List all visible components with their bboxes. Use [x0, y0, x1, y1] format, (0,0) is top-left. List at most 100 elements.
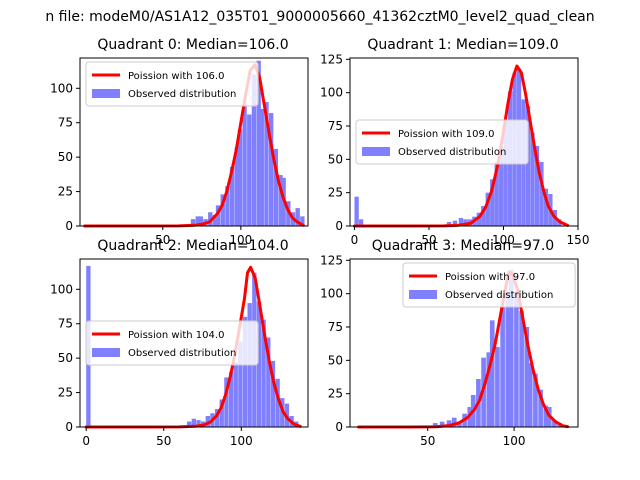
quadrant-2-observed-bar	[233, 362, 238, 427]
quadrant-1-legend-poisson-label: Poission with 109.0	[398, 129, 494, 140]
quadrant-1-x-tick-label: 50	[421, 233, 436, 247]
quadrant-0-y-tick-label: 100	[50, 81, 73, 95]
quadrant-3-observed-bar	[432, 423, 438, 427]
quadrant-2-observed-bar	[205, 415, 210, 427]
quadrant-2-observed-bar	[238, 341, 243, 427]
quadrant-2-y-tick-label: 25	[58, 386, 73, 400]
quadrant-0-panel: Quadrant 0: Median=106.0 50 100 0 25 50 75 100…	[50, 37, 309, 247]
quadrant-3-observed-bar	[500, 307, 505, 427]
quadrant-1-panel: Quadrant 1: Median=109.0 0 50 100 150 0 25 50 7…	[320, 37, 589, 247]
quadrant-0-y-tick-label: 0	[65, 219, 73, 233]
quadrant-1-observed-bar	[499, 146, 504, 226]
quadrant-3-y-tick-label: 75	[328, 320, 343, 334]
quadrant-0-x-tick-label: 100	[229, 233, 252, 247]
quadrant-2-observed-bar	[242, 316, 248, 427]
quadrant-2-observed-bar	[191, 418, 197, 427]
quadrant-2-legend-box	[85, 320, 259, 366]
quadrant-0-x-tick-label: 50	[155, 233, 170, 247]
quadrant-0-observed-bar	[212, 214, 218, 226]
quadrant-1-observed-bar	[458, 218, 464, 226]
quadrant-2-y-tick-label: 50	[58, 351, 73, 365]
quadrant-0-observed-bar	[220, 194, 225, 226]
quadrant-2-observed-bar	[196, 420, 201, 427]
quadrant-0-legend-observed-label: Observed distribution	[128, 89, 236, 100]
quadrant-2-x-tick-label: 50	[156, 434, 171, 448]
quadrant-0-observed-bar	[300, 216, 305, 226]
quadrant-3-title: Quadrant 3: Median=97.0	[372, 238, 554, 254]
quadrant-0-observed-bar	[259, 108, 264, 226]
quadrant-1-observed-bar	[354, 196, 359, 226]
quadrant-2-legend-observed-label: Observed distribution	[128, 348, 236, 359]
quadrant-0-observed-bar	[256, 60, 261, 226]
quadrant-2-observed-bar	[228, 371, 234, 427]
quadrant-3-y-tick-label: 100	[320, 287, 343, 301]
quadrant-0-observed-bar	[242, 104, 247, 226]
quadrant-1-observed-bar	[452, 220, 458, 226]
quadrant-2-axes-frame	[79, 258, 309, 428]
quadrant-3-observed-bar	[446, 420, 452, 427]
quadrant-0-legend-poisson-label: Poission with 106.0	[128, 71, 224, 82]
quadrant-0-y-tick-label: 50	[58, 150, 73, 164]
quadrant-2-observed-bar	[270, 360, 276, 427]
quadrant-1-y-tick-label: 100	[320, 86, 343, 100]
quadrant-0-observed-bar	[251, 74, 257, 227]
quadrant-3-x-tick-label: 50	[420, 434, 435, 448]
quadrant-1-title: Quadrant 1: Median=109.0	[367, 37, 558, 53]
quadrant-0-observed-bar	[295, 208, 300, 226]
quadrant-3-legend-poisson-label: Poission with 97.0	[445, 272, 535, 283]
quadrant-2-x-tick-label: 100	[230, 434, 253, 448]
quadrant-1-observed-bar	[481, 206, 486, 226]
quadrant-2-y-tick-label: 100	[50, 282, 73, 296]
quadrant-1-y-tick-label: 75	[328, 119, 343, 133]
quadrant-0-observed-bar	[190, 219, 196, 226]
quadrant-2-observed-bar	[219, 399, 224, 427]
quadrant-3-observed-bar	[524, 327, 530, 427]
quadrant-2-title: Quadrant 2: Median=104.0	[97, 238, 288, 254]
quadrant-1-legend-box	[355, 119, 529, 165]
quadrant-3-observed-bar	[538, 389, 543, 427]
quadrant-1-observed-bar	[525, 106, 531, 226]
quadrant-2-observed-bar	[256, 301, 262, 427]
quadrant-3-observed-bars	[432, 269, 562, 427]
quadrant-1-y-tick-label: 50	[328, 152, 343, 166]
quadrant-0-observed-bars	[190, 60, 305, 227]
quadrant-0-observed-bar	[234, 147, 239, 226]
quadrant-0-axes-frame	[79, 57, 309, 227]
quadrant-2-observed-bar	[187, 421, 192, 427]
quadrant-0-observed-bar	[229, 166, 235, 226]
quadrant-3-observed-bar	[439, 421, 445, 427]
quadrant-1-legend: Poission with 109.0 Observed distribution	[355, 119, 529, 165]
quadrant-1-poisson-line	[352, 64, 570, 228]
quadrant-3-legend-box	[402, 262, 576, 308]
quadrant-0-observed-bar	[273, 148, 279, 226]
quadrant-2-poisson-line	[84, 265, 302, 429]
quadrant-1-x-tick-label: 100	[492, 233, 515, 247]
quadrant-1-axes-frame	[349, 57, 579, 227]
quadrant-2-x-tick-label: 0	[82, 434, 90, 448]
quadrant-3-observed-bar	[451, 417, 457, 427]
quadrant-3-observed-bar	[519, 311, 524, 427]
quadrant-2-observed-bar	[214, 409, 220, 427]
quadrant-3-observed-bar	[486, 352, 492, 427]
quadrant-3-observed-bar	[489, 320, 495, 427]
quadrant-1-legend-bar-swatch	[362, 147, 390, 156]
quadrant-1-observed-bar	[530, 132, 535, 226]
quadrant-1-y-tick-label: 0	[335, 219, 343, 233]
quadrant-1-observed-bar	[503, 119, 508, 226]
quadrant-0-observed-bar	[264, 102, 269, 226]
quadrant-3-x-tick-label: 100	[503, 434, 526, 448]
quadrant-3-legend-bar-swatch	[409, 290, 437, 299]
quadrant-0-legend-box	[85, 61, 259, 107]
quadrant-2-legend-poisson-label: Poission with 104.0	[128, 330, 224, 341]
quadrant-1-observed-bar	[476, 212, 481, 226]
quadrant-3-observed-bar	[552, 420, 557, 427]
quadrant-1-y-tick-label: 25	[328, 186, 343, 200]
quadrant-0-observed-bar	[198, 216, 204, 226]
quadrant-1-x-tick-label: 150	[567, 233, 590, 247]
quadrant-3-observed-bar	[527, 363, 533, 427]
quadrant-3-observed-bar	[495, 347, 500, 427]
quadrant-0-observed-bar	[268, 113, 274, 226]
quadrant-0-legend-bar-swatch	[92, 89, 120, 98]
quadrant-1-observed-bar	[446, 222, 452, 226]
quadrant-2-legend-bar-swatch	[92, 348, 120, 357]
